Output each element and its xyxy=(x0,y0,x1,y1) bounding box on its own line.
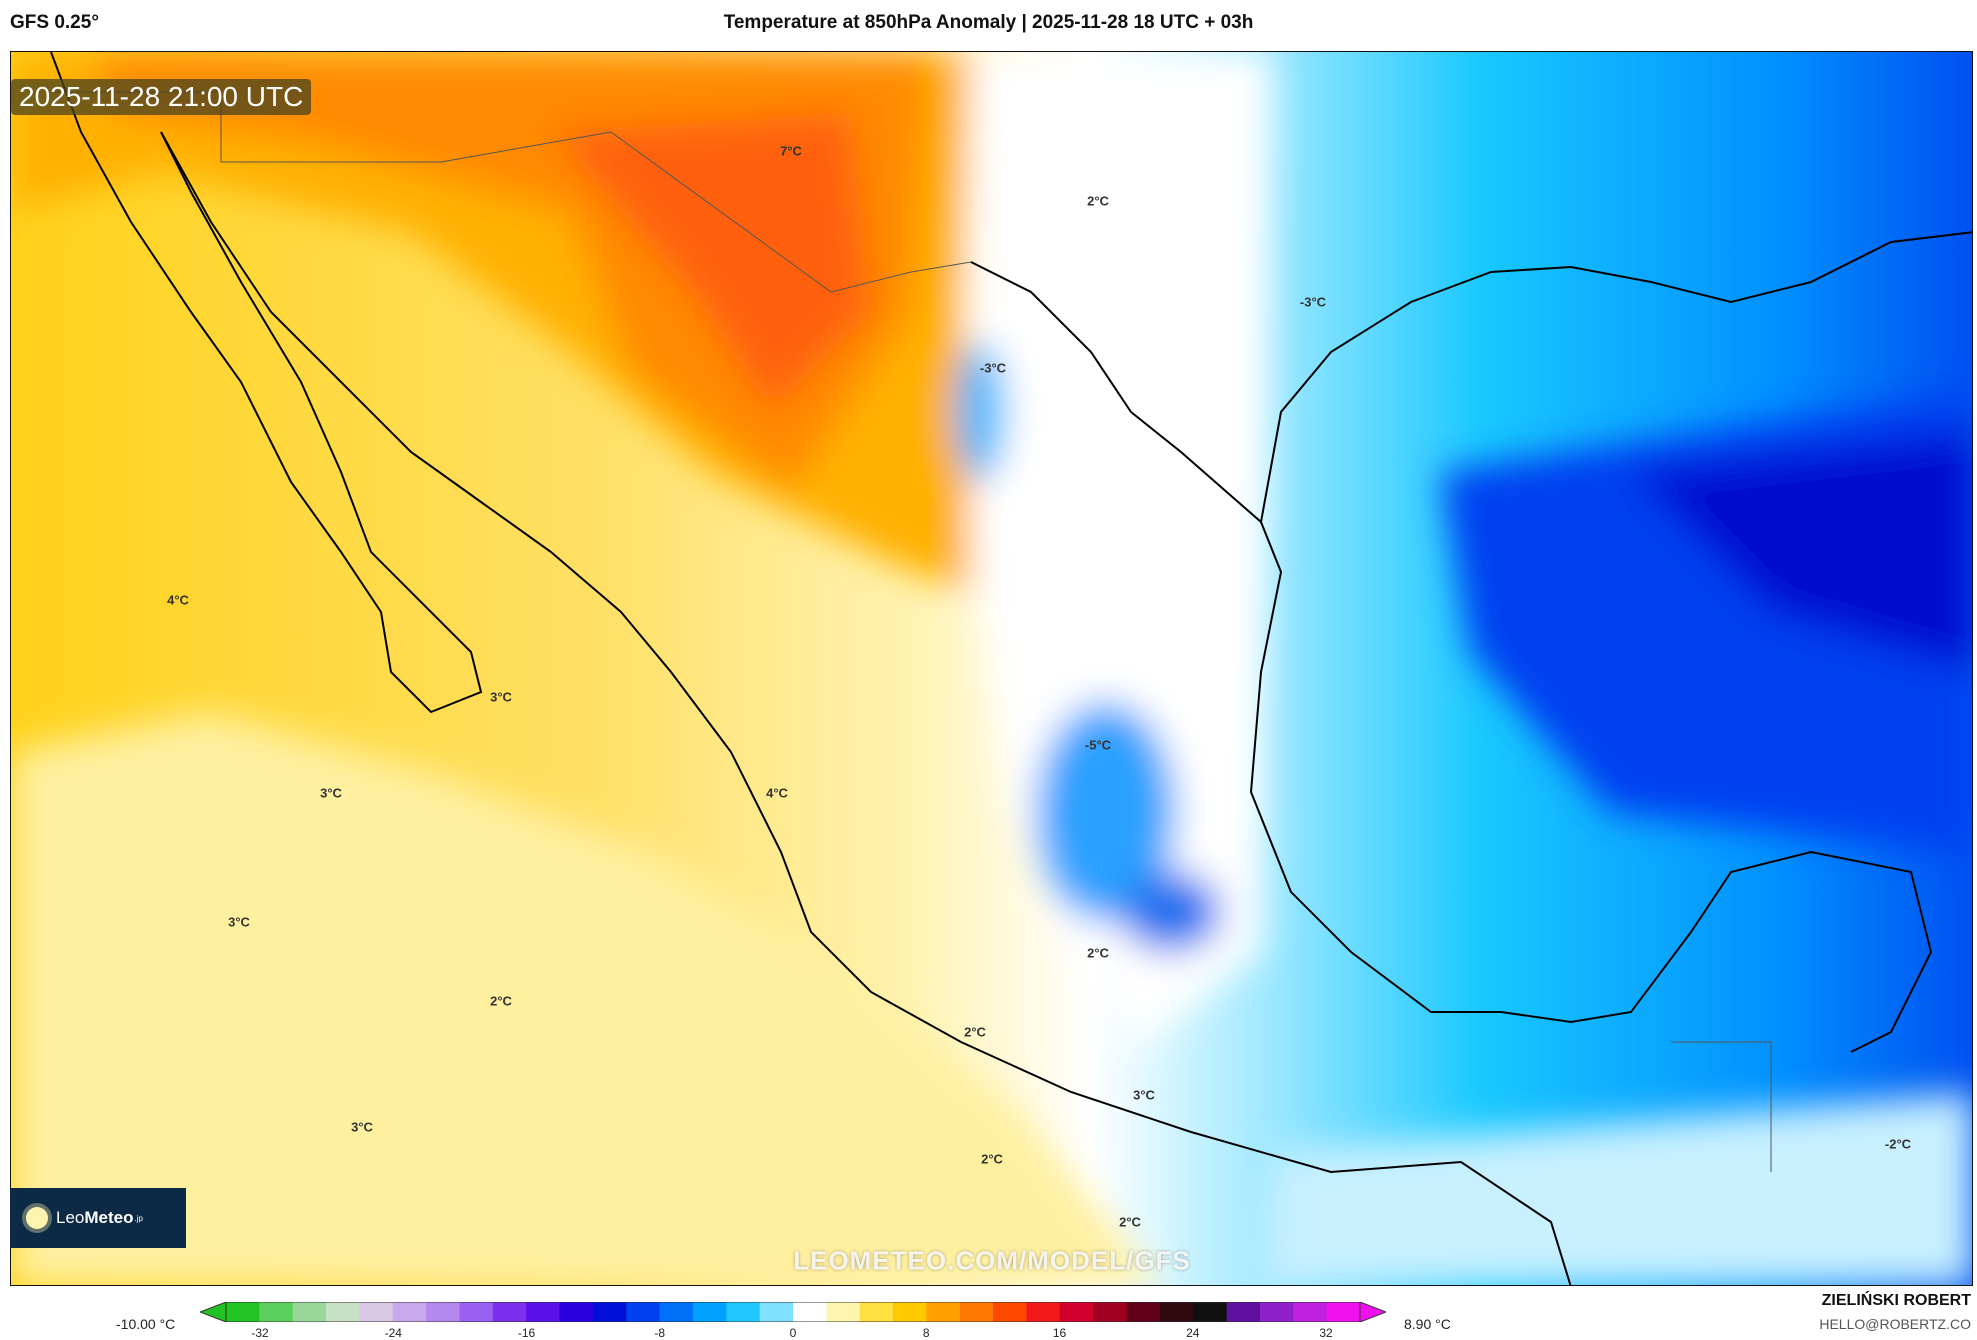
colorbar-segment xyxy=(1293,1302,1328,1322)
contour-label: 3°C xyxy=(351,1119,373,1135)
hot-core xyxy=(551,112,871,412)
colorbar-segment xyxy=(526,1302,561,1322)
colorbar-segment xyxy=(392,1302,427,1322)
colorbar-tick-label: 16 xyxy=(1052,1326,1067,1340)
colorbar-tick-label: 0 xyxy=(789,1326,797,1340)
contour-label: 4°C xyxy=(766,785,788,801)
coastlines xyxy=(50,52,1972,1285)
logo-bold: Meteo xyxy=(84,1208,134,1227)
model-name: GFS 0.25° xyxy=(10,12,99,33)
contour-label: 7°C xyxy=(780,143,802,159)
contour-label: 3°C xyxy=(490,689,512,705)
contour-label: -5°C xyxy=(1084,737,1112,753)
colorbar-segment xyxy=(959,1302,994,1322)
cold-blob-north xyxy=(956,342,1006,482)
colorbar-segment xyxy=(626,1302,661,1322)
contour-label: -2°C xyxy=(1884,1136,1912,1152)
colorbar-tick-label: 24 xyxy=(1186,1326,1200,1340)
colorbar-segment xyxy=(1326,1302,1361,1322)
colorbar-segment xyxy=(1259,1302,1294,1322)
author-credit: ZIELIŃSKI ROBERT xyxy=(1821,1292,1971,1309)
contour-label: 3°C xyxy=(228,914,250,930)
colorbar-segment xyxy=(226,1302,260,1322)
colorbar-segment xyxy=(926,1302,961,1322)
colorbar-min-arrow xyxy=(200,1302,227,1322)
central-america-region xyxy=(1261,1092,1972,1285)
colorbar-segment xyxy=(1159,1302,1194,1322)
colorbar-segment xyxy=(559,1302,594,1322)
colorbar-segment xyxy=(1059,1302,1094,1322)
colorbar-segment xyxy=(1193,1302,1228,1322)
contour-label: 2°C xyxy=(964,1024,986,1040)
gulf-coast-mexico xyxy=(970,261,1933,1053)
colorbar-segment xyxy=(492,1302,527,1322)
colorbar-segment xyxy=(726,1302,761,1322)
pacific-coast xyxy=(160,131,1572,1285)
watermark: LEOMETEO.COM/MODEL/GFS xyxy=(793,1245,1191,1276)
colorbar xyxy=(200,1302,1386,1322)
contour-label: 3°C xyxy=(1133,1087,1155,1103)
contour-label: 2°C xyxy=(490,993,512,1009)
colorbar-max-label: 8.90 °C xyxy=(1404,1316,1451,1332)
map-field xyxy=(11,52,1972,1285)
colorbar-segment xyxy=(893,1302,927,1322)
cold-blob-south xyxy=(1121,872,1221,952)
colorbar-segment xyxy=(292,1302,327,1322)
contour-label: 2°C xyxy=(1087,945,1109,961)
colorbar-segment xyxy=(859,1302,894,1322)
colorbar-tick-label: 32 xyxy=(1319,1326,1333,1340)
colorbar-segment xyxy=(1126,1302,1161,1322)
colorbar-segment xyxy=(793,1302,827,1322)
contour-label: 4°C xyxy=(167,592,189,608)
guatemala-border xyxy=(1671,1041,1772,1172)
map-title: Temperature at 850hPa Anomaly | 2025-11-… xyxy=(723,12,1254,33)
valid-time-badge: 2025-11-28 21:00 UTC xyxy=(11,79,312,115)
colorbar-tick-label: -16 xyxy=(517,1326,536,1340)
baja-california-coast xyxy=(50,52,483,714)
colorbar-segment xyxy=(459,1302,494,1322)
colorbar-segment xyxy=(326,1302,360,1322)
colorbar-segment xyxy=(993,1302,1027,1322)
colorbar-segment xyxy=(359,1302,394,1322)
contour-label: 2°C xyxy=(981,1151,1003,1167)
anomaly-map[interactable]: 2025-11-28 21:00 UTC xyxy=(10,51,1973,1286)
colorbar-tick-label: 8 xyxy=(922,1326,930,1340)
colorbar-segment xyxy=(1226,1302,1261,1322)
light-warm-region xyxy=(11,712,1160,1285)
colorbar-segment xyxy=(426,1302,460,1322)
cold-blob-central-mexico xyxy=(1036,702,1176,922)
colorbar-segment xyxy=(826,1302,861,1322)
colorbar-segment xyxy=(692,1302,727,1322)
colorbar-min-label: -10.00 °C xyxy=(116,1316,176,1332)
contour-label: -3°C xyxy=(979,360,1007,376)
colorbar-tick-label: -24 xyxy=(384,1326,402,1340)
colorbar-frame xyxy=(225,1302,1361,1322)
contour-label: 2°C xyxy=(1119,1214,1141,1230)
colorbar-segment xyxy=(1026,1302,1061,1322)
contour-label: -3°C xyxy=(1299,294,1327,310)
colorbar-tick-label: -8 xyxy=(654,1326,666,1340)
deepest-cold-core xyxy=(1631,432,1972,672)
colorbar-max-arrow xyxy=(1359,1302,1386,1322)
colorbar-tick-label: -32 xyxy=(251,1326,269,1340)
colorbar-segment xyxy=(759,1302,794,1322)
us-gulf-coast xyxy=(1260,231,1972,523)
author-email: HELLO@ROBERTZ.CO xyxy=(1819,1316,1971,1332)
sun-icon xyxy=(26,1207,48,1229)
colorbar-segment xyxy=(592,1302,627,1322)
colorbar-segment xyxy=(259,1302,294,1322)
contour-label: 3°C xyxy=(320,785,342,801)
colorbar-segment xyxy=(1093,1302,1128,1322)
logo-main: Leo xyxy=(56,1208,85,1227)
contour-label: 2°C xyxy=(1087,193,1109,209)
logo-suffix: .jp xyxy=(134,1213,143,1223)
leometeo-logo[interactable]: Leo Meteo .jp xyxy=(10,1188,186,1248)
colorbar-segment xyxy=(659,1302,694,1322)
